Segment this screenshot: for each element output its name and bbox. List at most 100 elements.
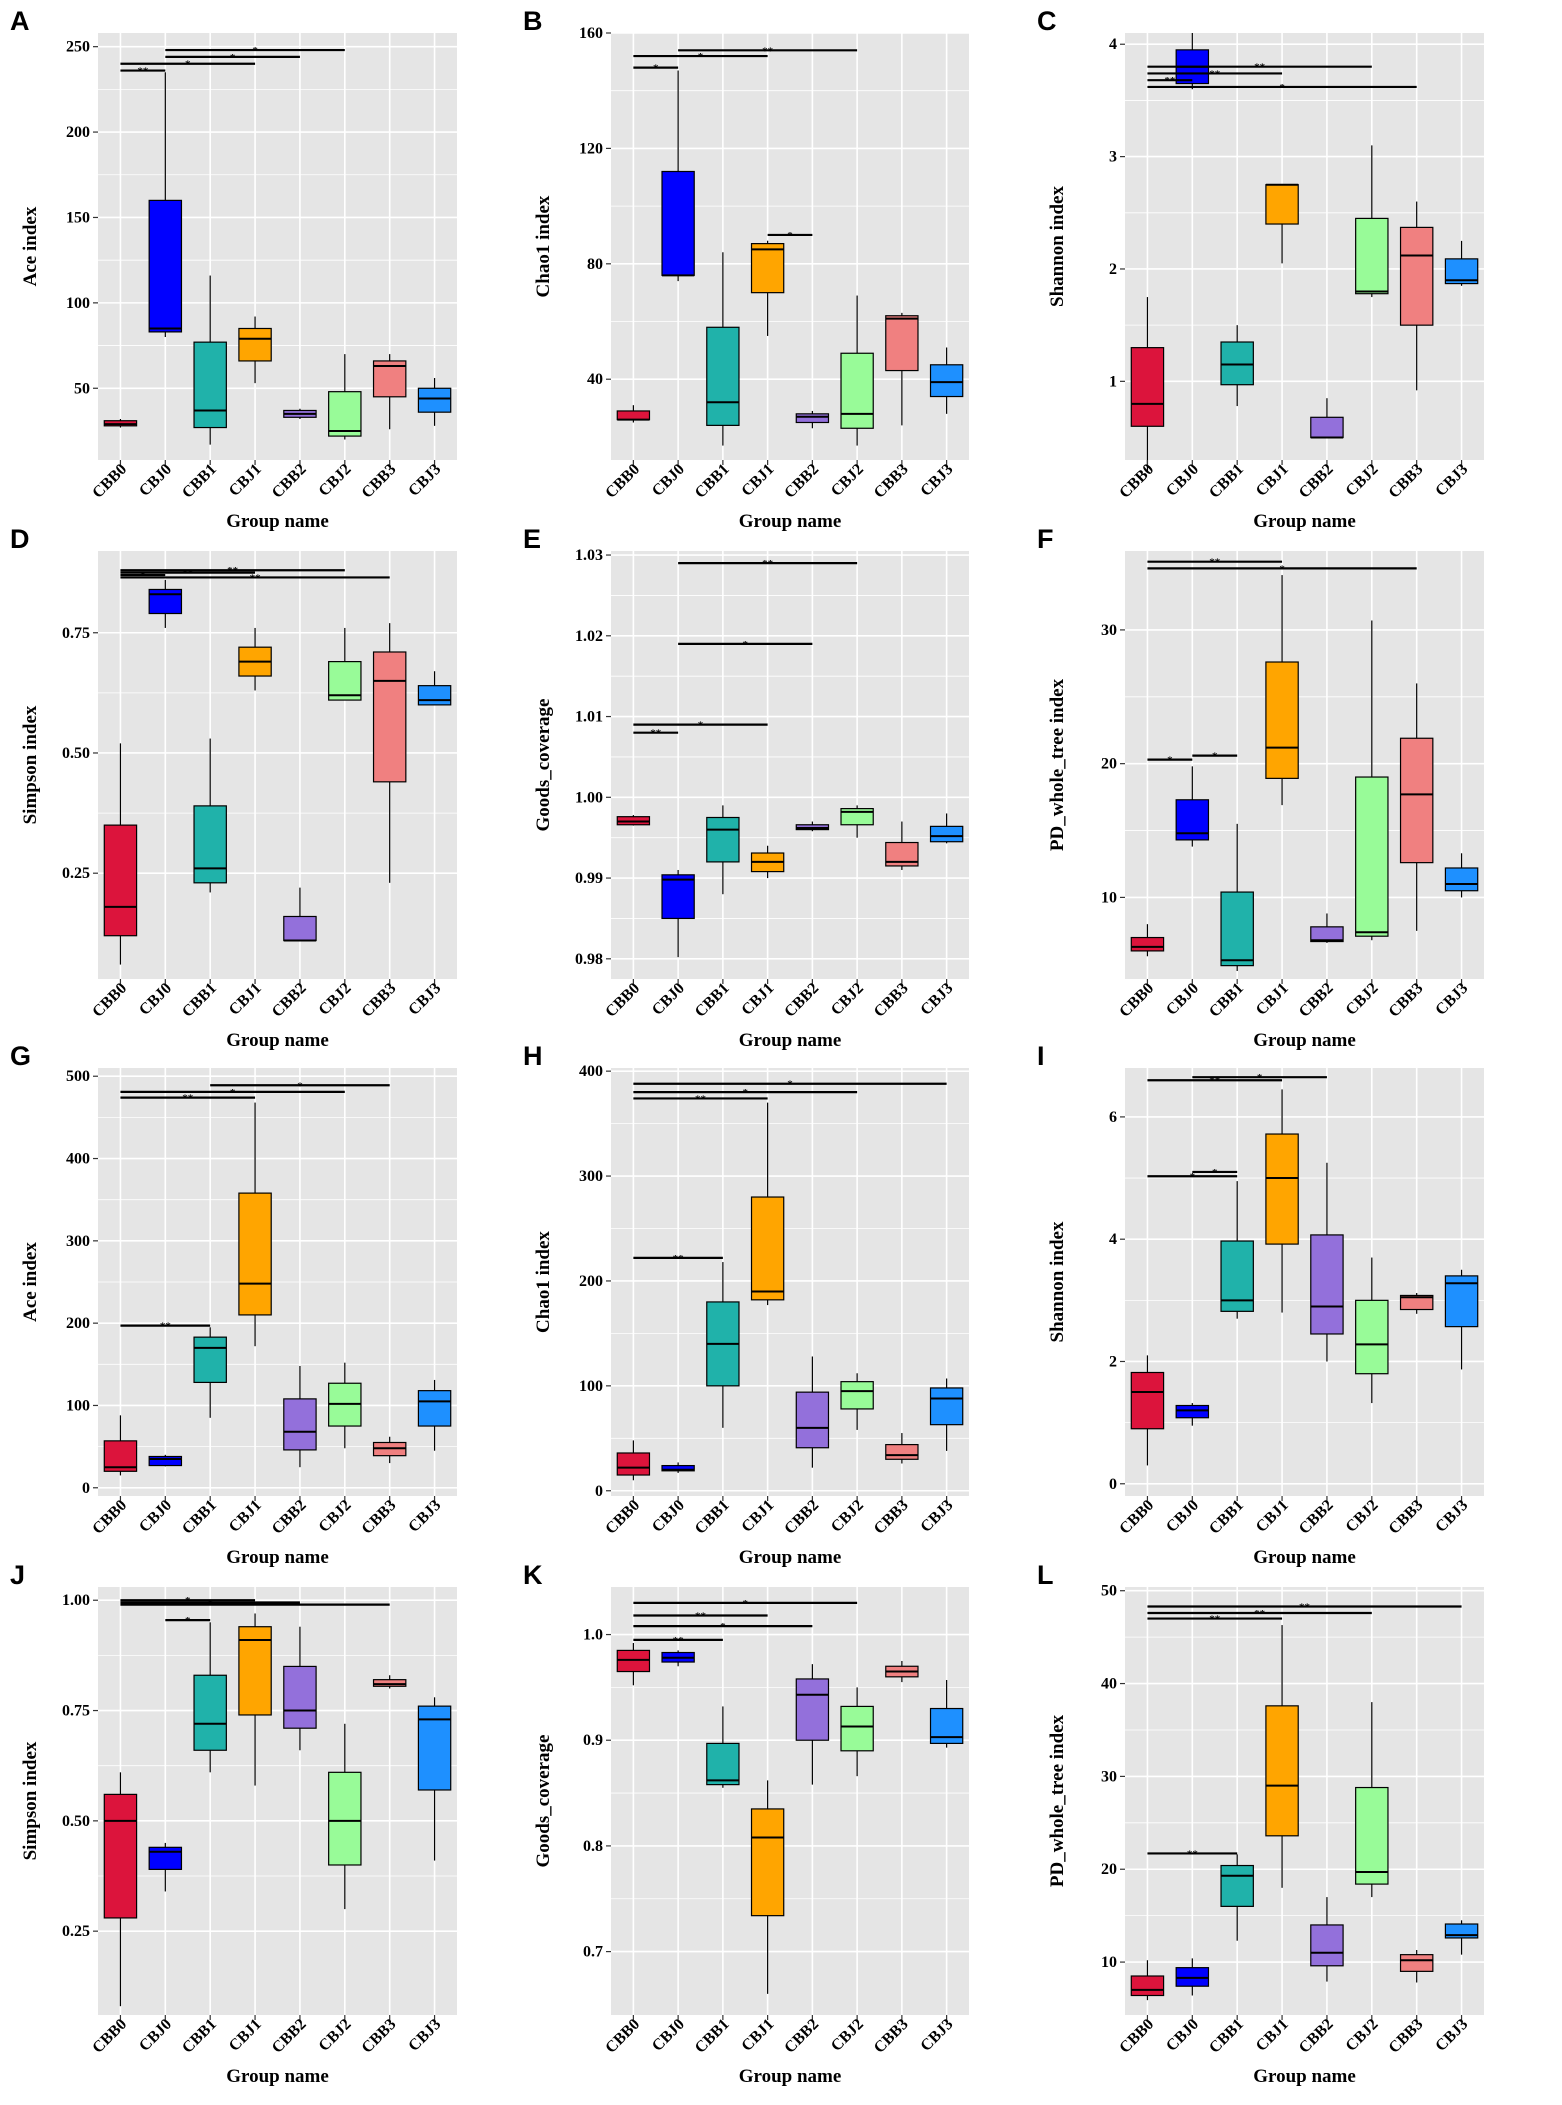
x-tick-label: CBJ1 <box>226 461 265 500</box>
x-axis-title: Group name <box>739 1030 842 1051</box>
significance-label: ** <box>137 66 149 78</box>
significance-bar: ** <box>120 1321 211 1333</box>
x-tick-label: CBB0 <box>89 1497 130 1538</box>
x-tick-label: CBJ3 <box>917 980 956 1019</box>
y-tick-label: 2 <box>1109 261 1117 278</box>
x-tick-label: CBJ2 <box>316 980 355 1019</box>
iqr-box <box>1355 776 1389 937</box>
y-tick-label: 500 <box>66 1068 90 1085</box>
box-cbb1 <box>706 805 740 895</box>
y-tick-label: 40 <box>1101 1676 1117 1693</box>
x-tick-label: CBJ2 <box>1343 980 1382 1019</box>
box-cbj3 <box>1444 240 1479 286</box>
box-cbb2 <box>795 410 830 429</box>
y-tick-label: 2 <box>1109 1353 1117 1370</box>
x-tick-label: CBJ3 <box>917 1497 956 1536</box>
significance-label: ** <box>227 565 239 577</box>
box-cbb0 <box>103 743 138 965</box>
x-tick-label: CBJ3 <box>405 1497 444 1536</box>
box-cbb2 <box>795 1356 830 1468</box>
y-tick-label: 150 <box>66 209 90 226</box>
x-tick-label: CBJ1 <box>738 2016 777 2055</box>
x-tick-label: CBJ1 <box>1253 2016 1292 2055</box>
box-cbj1 <box>750 1780 785 1994</box>
x-tick-label: CBB2 <box>1296 1497 1337 1538</box>
significance-label: ** <box>695 1093 707 1105</box>
y-tick-label: 0.7 <box>583 1944 603 1961</box>
box-cbj3 <box>1444 1920 1479 1955</box>
y-tick-label: 0.8 <box>583 1838 603 1855</box>
box-cbb2 <box>283 1626 317 1751</box>
iqr-box <box>1399 226 1434 326</box>
iqr-box <box>750 1196 785 1301</box>
panel-letter: D <box>10 524 30 554</box>
x-tick-label: CBB0 <box>89 2016 130 2057</box>
y-axis-title: Shannon index <box>1047 1221 1068 1342</box>
iqr-box <box>706 326 740 426</box>
box-cbj1 <box>1265 1089 1299 1313</box>
significance-label: * <box>720 1621 726 1633</box>
iqr-box <box>417 387 452 413</box>
x-tick-label: CBB2 <box>1296 980 1337 1021</box>
x-tick-label: CBB1 <box>692 461 733 502</box>
box-cbb3 <box>1399 201 1434 391</box>
x-axis-title: Group name <box>739 1547 842 1568</box>
iqr-box <box>1310 1924 1344 1967</box>
box-cbb3 <box>885 312 919 426</box>
x-tick-label: CBJ1 <box>226 1497 265 1536</box>
significance-bar: * <box>165 45 345 57</box>
box-cbb0 <box>616 815 651 826</box>
x-tick-label: CBJ3 <box>1432 1497 1471 1536</box>
significance-label: ** <box>1209 557 1221 569</box>
y-tick-label: 30 <box>1101 1768 1117 1785</box>
box-cbj0 <box>148 1842 183 1892</box>
y-tick-label: 200 <box>66 124 90 141</box>
significance-bar: * <box>120 1600 390 1612</box>
box-cbb2 <box>795 1664 830 1785</box>
y-axis-title: PD_whole_tree index <box>1047 1714 1068 1887</box>
box-cbj0 <box>1175 1403 1210 1426</box>
iqr-box <box>929 1707 964 1745</box>
box-cbj2 <box>328 1362 362 1449</box>
panel-letter: L <box>1037 1560 1054 1590</box>
y-tick-label: 300 <box>66 1233 90 1250</box>
x-tick-label: CBB1 <box>1206 980 1247 1021</box>
box-cbj3 <box>417 378 452 426</box>
box-cbb1 <box>706 252 740 446</box>
box-cbj0 <box>661 869 695 958</box>
significance-label: ** <box>250 572 262 584</box>
box-cbb2 <box>283 887 317 942</box>
box-cbj1 <box>1265 575 1299 806</box>
x-tick-label: CBJ0 <box>136 2016 175 2055</box>
box-cbj2 <box>328 1723 362 1910</box>
significance-bar: * <box>165 52 300 64</box>
significance-label: ** <box>1254 62 1266 74</box>
significance-label: * <box>698 720 704 732</box>
iqr-box <box>148 1455 183 1467</box>
iqr-box <box>417 685 452 706</box>
significance-bar: * <box>210 1080 390 1092</box>
box-cbj1 <box>750 240 785 336</box>
significance-bar: * <box>633 1598 858 1610</box>
box-cbb2 <box>1310 913 1344 943</box>
x-axis-title: Group name <box>226 1547 329 1568</box>
y-tick-label: 0.75 <box>62 625 90 642</box>
box-cbj2 <box>840 805 874 838</box>
box-cbb3 <box>1399 683 1434 931</box>
box-cbb3 <box>372 1675 407 1689</box>
x-tick-label: CBJ0 <box>649 980 688 1019</box>
panel-j: 0.25 0.50 0.75 1.00 * * * * CBB0 CBJ0 CBB1 CBJ1 CBB2… <box>10 1560 457 2087</box>
plot-background <box>611 1068 969 1496</box>
box-cbb3 <box>372 354 407 430</box>
significance-label: * <box>230 1087 236 1099</box>
box-cbj2 <box>1355 1257 1389 1404</box>
x-tick-label: CBB0 <box>602 980 643 1021</box>
y-axis-title: PD_whole_tree index <box>1047 678 1068 851</box>
iqr-box <box>1265 184 1299 225</box>
significance-bar: ** <box>1147 1608 1372 1620</box>
box-cbj2 <box>1355 620 1389 941</box>
x-tick-label: CBJ2 <box>828 2016 867 2055</box>
x-tick-label: CBJ0 <box>649 1497 688 1536</box>
